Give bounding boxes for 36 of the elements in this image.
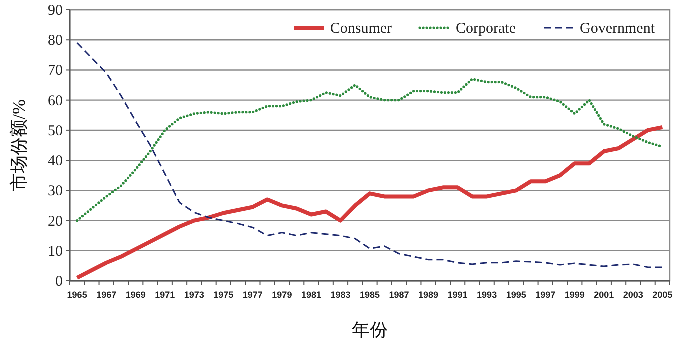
x-tick-label: 1985 — [360, 290, 380, 300]
x-tick-label: 2005 — [652, 290, 673, 300]
legend-label: Consumer — [330, 21, 392, 37]
x-tick-label: 1969 — [126, 290, 146, 300]
y-tick-label: 20 — [48, 214, 63, 230]
y-tick-label: 50 — [48, 123, 63, 140]
y-tick-label: 60 — [48, 93, 63, 110]
y-tick-label: 40 — [48, 154, 63, 170]
x-tick-label: 1981 — [301, 290, 322, 300]
x-tick-label: 1971 — [155, 290, 176, 300]
x-tick-label: 1983 — [330, 290, 351, 300]
x-axis-title: 年份 — [352, 320, 388, 340]
x-tick-label: 1979 — [272, 290, 292, 300]
legend-label: Government — [580, 21, 656, 37]
y-tick-label: 80 — [48, 33, 63, 50]
x-tick-label: 2001 — [594, 290, 614, 300]
x-tick-label: 2003 — [623, 290, 644, 300]
y-tick-label: 70 — [48, 63, 63, 80]
y-tick-label: 30 — [48, 184, 63, 200]
x-tick-label: 1965 — [67, 290, 88, 300]
y-tick-label: 0 — [56, 274, 63, 290]
x-tick-label: 1999 — [564, 290, 585, 300]
x-tick-label: 1993 — [477, 290, 498, 300]
y-tick-label: 90 — [48, 3, 63, 19]
x-tick-label: 1967 — [96, 290, 117, 300]
x-tick-label: 1997 — [536, 290, 556, 300]
x-tick-label: 1973 — [184, 290, 204, 300]
x-tick-label: 1989 — [418, 290, 439, 300]
x-tick-label: 1991 — [448, 290, 468, 300]
x-tick-label: 1977 — [242, 290, 263, 300]
x-tick-label: 1987 — [389, 290, 410, 300]
legend-label: Corporate — [456, 21, 516, 37]
y-axis-title: 市场份额/% — [9, 100, 29, 192]
y-tick-label: 10 — [48, 244, 63, 260]
x-tick-label: 1975 — [214, 290, 234, 300]
x-tick-label: 1995 — [506, 290, 526, 300]
